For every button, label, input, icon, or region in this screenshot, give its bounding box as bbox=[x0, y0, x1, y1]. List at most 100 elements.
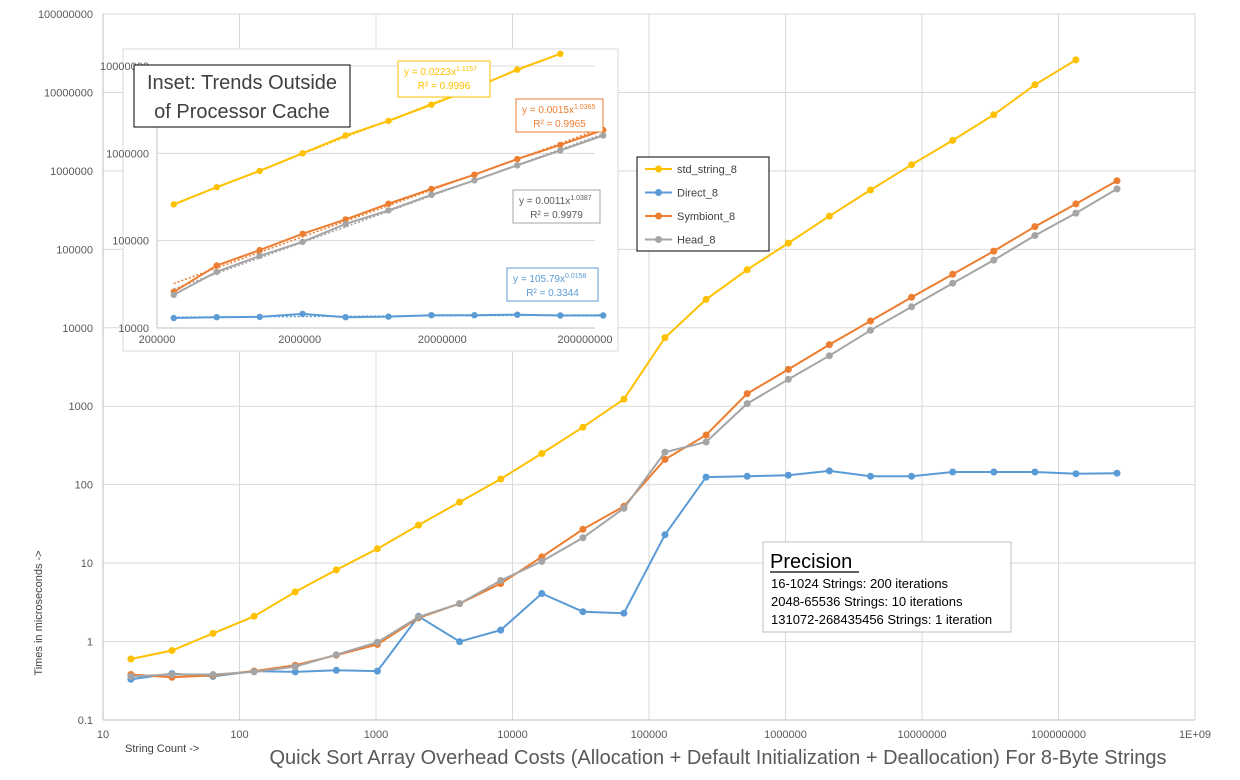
data-point-direct-8 bbox=[373, 667, 381, 675]
data-point-symbiont-8 bbox=[579, 525, 587, 533]
data-point-head-8 bbox=[250, 668, 258, 676]
x-axis-label: String Count -> bbox=[125, 743, 199, 755]
data-point-direct-8 bbox=[456, 638, 464, 646]
legend-frame bbox=[636, 156, 770, 252]
legend-swatch-marker-direct-8 bbox=[655, 189, 662, 196]
data-point-direct-8 bbox=[497, 626, 505, 634]
inset-x-tick-label: 20000000 bbox=[418, 334, 467, 346]
inset-data-point-direct-8 bbox=[471, 312, 478, 319]
data-point-symbiont-8 bbox=[661, 455, 669, 463]
legend: std_string_8 Direct_8 Symbiont_8 Head_8 bbox=[636, 156, 770, 252]
inset-data-point-direct-8 bbox=[299, 310, 306, 318]
inset-data-point-std-string-8 bbox=[170, 201, 177, 208]
trendline-equation-direct-8: y = 105.79x0.0158 R² = 0.3344 bbox=[506, 267, 599, 302]
data-point-symbiont-8 bbox=[1113, 177, 1121, 185]
y-tick-label: 10 bbox=[81, 558, 93, 570]
trendline-equation-text-symbiont-8: y = 0.0015x1.0365 bbox=[522, 104, 596, 116]
inset-data-point-head-8 bbox=[256, 252, 263, 260]
y-tick-label: 1000 bbox=[69, 401, 93, 413]
data-point-direct-8 bbox=[743, 472, 751, 480]
inset-data-point-direct-8 bbox=[428, 312, 435, 319]
trendline-r2-text-head-8: R² = 0.9979 bbox=[530, 210, 583, 221]
data-point-direct-8 bbox=[620, 609, 628, 617]
data-point-head-8 bbox=[332, 651, 340, 659]
legend-label-std-string-8: std_string_8 bbox=[677, 164, 737, 176]
data-point-direct-8 bbox=[702, 473, 710, 481]
inset-title-line-1: Inset: Trends Outside bbox=[147, 72, 337, 94]
data-point-direct-8 bbox=[949, 468, 957, 476]
data-point-symbiont-8 bbox=[784, 365, 792, 373]
trendline-r2-text-symbiont-8: R² = 0.9965 bbox=[533, 119, 586, 130]
inset-title-line-2: of Processor Cache bbox=[154, 101, 330, 123]
inset-data-point-direct-8 bbox=[170, 314, 177, 322]
data-point-head-8 bbox=[579, 534, 587, 542]
trendline-equation-text-direct-8: y = 105.79x0.0158 bbox=[513, 273, 587, 285]
data-point-std-string-8 bbox=[867, 186, 874, 194]
inset-data-point-symbiont-8 bbox=[256, 246, 263, 254]
inset-data-point-std-string-8 bbox=[213, 184, 220, 191]
data-point-head-8 bbox=[415, 613, 422, 621]
precision-box-frame bbox=[762, 541, 1012, 633]
inset-data-point-symbiont-8 bbox=[557, 141, 564, 149]
data-point-std-string-8 bbox=[456, 498, 464, 506]
precision-line-3: 131072-268435456 Strings: 1 iteration bbox=[771, 612, 992, 627]
data-point-symbiont-8 bbox=[702, 431, 710, 439]
inset-data-point-symbiont-8 bbox=[299, 230, 306, 237]
inset-title-frame bbox=[133, 64, 351, 128]
data-point-head-8 bbox=[127, 672, 135, 680]
inset-y-tick-label: 10000 bbox=[118, 323, 149, 335]
x-tick-label: 10000 bbox=[497, 729, 528, 741]
inset-data-point-head-8 bbox=[600, 132, 607, 139]
y-tick-label: 100 bbox=[75, 480, 93, 492]
y-tick-label: 1000000 bbox=[50, 166, 93, 178]
inset-data-point-direct-8 bbox=[385, 313, 392, 320]
inset-data-point-head-8 bbox=[385, 207, 392, 214]
y-tick-label: 1 bbox=[87, 637, 93, 649]
x-tick-label: 10000000 bbox=[898, 729, 947, 741]
x-tick-label: 10 bbox=[97, 729, 109, 741]
data-point-std-string-8 bbox=[291, 588, 299, 596]
trendline-r2-text-std-string-8: R² = 0.9996 bbox=[418, 81, 471, 92]
inset-data-point-head-8 bbox=[213, 268, 220, 275]
inset-series bbox=[170, 50, 607, 322]
inset-data-point-symbiont-8 bbox=[385, 200, 392, 207]
inset-data-point-std-string-8 bbox=[342, 132, 349, 139]
data-point-std-string-8 bbox=[415, 521, 422, 529]
main-axes bbox=[102, 14, 1195, 721]
inset-data-point-symbiont-8 bbox=[428, 185, 435, 193]
data-point-head-8 bbox=[291, 663, 299, 671]
inset-data-point-head-8 bbox=[170, 291, 177, 298]
inset-data-point-std-string-8 bbox=[299, 150, 306, 157]
trendline-equation-frame-head-8 bbox=[512, 189, 601, 224]
data-point-std-string-8 bbox=[209, 629, 217, 637]
inset-data-point-symbiont-8 bbox=[213, 262, 220, 269]
data-point-symbiont-8 bbox=[908, 293, 916, 301]
data-point-symbiont-8 bbox=[1031, 223, 1039, 231]
inset-data-point-std-string-8 bbox=[514, 66, 521, 73]
data-point-symbiont-8 bbox=[743, 390, 751, 398]
data-point-head-8 bbox=[743, 400, 751, 408]
trendline-equation-text-std-string-8: y = 0.0223x1.1157 bbox=[404, 66, 477, 78]
inset-y-tick-label: 1000000 bbox=[106, 148, 149, 160]
data-point-direct-8 bbox=[784, 471, 792, 479]
legend-swatch-marker-head-8 bbox=[655, 236, 662, 243]
y-tick-label: 100000000 bbox=[38, 9, 93, 21]
data-point-head-8 bbox=[1072, 209, 1080, 217]
y-tick-label: 10000 bbox=[62, 323, 93, 335]
y-axis-label: Times in microseconds -> bbox=[33, 550, 45, 675]
legend-swatch-marker-std-string-8 bbox=[655, 165, 662, 173]
precision-box-title: Precision bbox=[770, 551, 852, 573]
y-tick-label: 10000000 bbox=[44, 87, 93, 99]
legend-label-head-8: Head_8 bbox=[677, 235, 716, 247]
data-point-std-string-8 bbox=[825, 212, 833, 220]
inset-data-point-std-string-8 bbox=[557, 50, 564, 57]
data-point-std-string-8 bbox=[908, 161, 916, 169]
data-point-head-8 bbox=[990, 256, 998, 264]
data-point-std-string-8 bbox=[168, 647, 176, 654]
y-tick-label: 0.1 bbox=[78, 715, 93, 727]
data-point-direct-8 bbox=[661, 531, 669, 539]
data-point-std-string-8 bbox=[1031, 81, 1039, 89]
